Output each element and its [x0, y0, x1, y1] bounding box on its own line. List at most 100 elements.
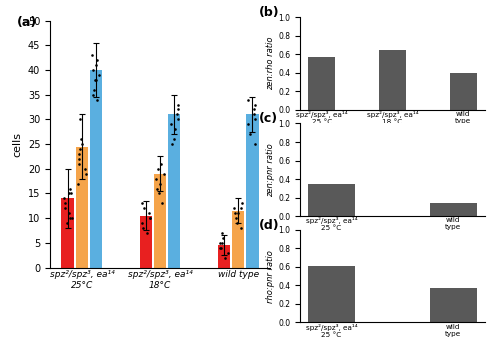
Point — [60, 201, 68, 206]
Point — [170, 137, 178, 142]
Point — [217, 245, 225, 250]
Y-axis label: cells: cells — [12, 132, 22, 156]
Point — [89, 92, 97, 97]
Point — [76, 161, 84, 167]
Point — [231, 211, 239, 216]
Point — [64, 191, 72, 196]
Point — [172, 112, 180, 117]
Point — [174, 102, 182, 107]
Bar — [218, 245, 230, 268]
Point — [78, 141, 86, 147]
Point — [230, 205, 238, 211]
Point — [60, 196, 68, 201]
Point — [140, 205, 148, 211]
Point — [81, 166, 89, 172]
Point — [221, 255, 229, 260]
Point — [219, 235, 227, 241]
Point — [60, 205, 68, 211]
Y-axis label: zen:pnr ratio: zen:pnr ratio — [266, 143, 276, 197]
Bar — [168, 115, 180, 268]
Text: (d): (d) — [260, 219, 280, 232]
Point — [218, 240, 226, 246]
Point — [156, 181, 164, 186]
Point — [93, 57, 101, 63]
Point — [76, 117, 84, 122]
Point — [74, 181, 82, 186]
Point — [90, 67, 98, 73]
Point — [82, 171, 90, 176]
Point — [237, 205, 245, 211]
Point — [237, 225, 245, 231]
Y-axis label: zen:rho ratio: zen:rho ratio — [266, 37, 276, 90]
Point — [88, 52, 96, 58]
Point — [143, 230, 151, 236]
Bar — [76, 146, 88, 268]
Bar — [232, 211, 244, 268]
Point — [218, 230, 226, 236]
Point — [138, 220, 146, 226]
Point — [66, 186, 74, 191]
Point — [244, 121, 252, 127]
Text: (a): (a) — [17, 16, 37, 29]
Bar — [246, 115, 258, 268]
Bar — [430, 288, 476, 322]
Point — [234, 211, 242, 216]
Point — [158, 161, 166, 167]
Point — [170, 127, 178, 132]
Point — [244, 97, 252, 102]
Point — [138, 201, 146, 206]
Point — [238, 201, 246, 206]
Point — [246, 131, 254, 137]
Point — [250, 112, 258, 117]
Point — [93, 97, 101, 102]
Point — [75, 156, 83, 162]
Point — [68, 215, 76, 221]
Point — [154, 166, 162, 172]
Point — [232, 215, 240, 221]
Point — [91, 77, 99, 83]
Point — [160, 171, 168, 176]
Point — [67, 191, 75, 196]
Bar — [308, 57, 336, 110]
Bar — [62, 198, 74, 268]
Point — [64, 211, 72, 216]
Point — [152, 176, 160, 181]
Bar — [308, 184, 354, 216]
Y-axis label: rho:pnr ratio: rho:pnr ratio — [266, 250, 276, 303]
Point — [78, 137, 86, 142]
Bar — [154, 174, 166, 268]
Point — [62, 220, 70, 226]
Bar — [450, 73, 476, 110]
Point — [168, 121, 175, 127]
Point — [152, 186, 160, 191]
Point — [90, 87, 98, 93]
Point — [76, 146, 84, 152]
Point — [174, 107, 182, 112]
Point — [156, 191, 164, 196]
Text: (c): (c) — [260, 113, 278, 126]
Point — [251, 117, 259, 122]
Point — [224, 250, 232, 256]
Bar — [379, 49, 406, 110]
Point — [168, 141, 176, 147]
Point — [66, 215, 74, 221]
Point — [250, 102, 258, 107]
Point — [139, 225, 147, 231]
Bar — [430, 203, 476, 216]
Point — [146, 215, 154, 221]
Bar — [90, 70, 102, 268]
Point — [216, 245, 224, 250]
Point — [94, 72, 102, 78]
Point — [92, 62, 100, 68]
Point — [216, 240, 224, 246]
Text: (b): (b) — [260, 6, 280, 19]
Bar — [140, 216, 152, 268]
Bar — [308, 266, 354, 322]
Point — [233, 220, 241, 226]
Point — [250, 107, 258, 112]
Point — [75, 151, 83, 157]
Point — [92, 77, 100, 83]
Point — [144, 211, 152, 216]
Point — [174, 117, 182, 122]
Point — [146, 215, 154, 221]
